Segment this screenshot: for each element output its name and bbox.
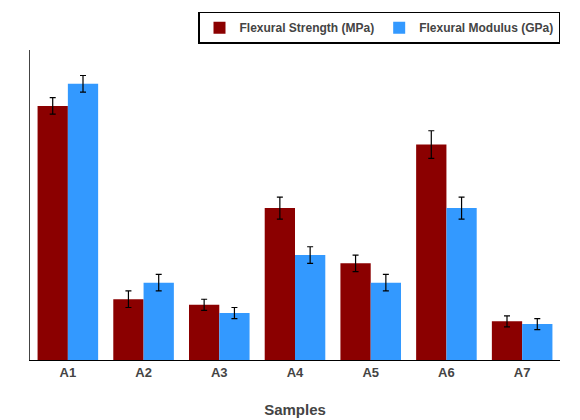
svg-text:A3: A3 — [211, 365, 228, 380]
svg-text:A2: A2 — [135, 365, 152, 380]
svg-text:A1: A1 — [60, 365, 77, 380]
svg-text:A7: A7 — [514, 365, 531, 380]
svg-text:A5: A5 — [362, 365, 379, 380]
svg-text:A6: A6 — [438, 365, 455, 380]
svg-text:Flexural Strength (MPa): Flexural Strength (MPa) — [240, 21, 375, 35]
svg-text:A4: A4 — [287, 365, 304, 380]
svg-text:Flexural Modulus (GPa): Flexural Modulus (GPa) — [419, 21, 553, 35]
svg-text:Samples: Samples — [264, 401, 326, 418]
